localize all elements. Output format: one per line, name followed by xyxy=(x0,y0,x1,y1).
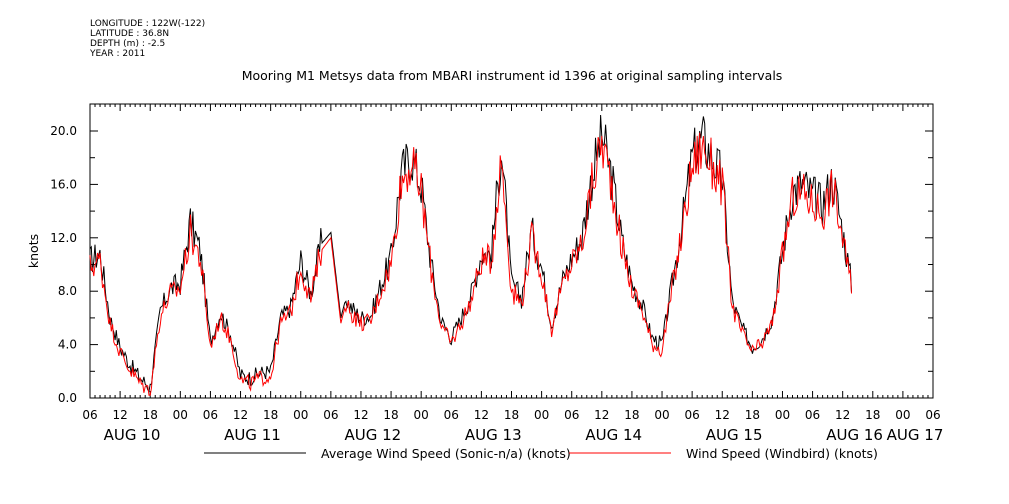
day-label: AUG 12 xyxy=(344,426,401,444)
day-label: AUG 11 xyxy=(224,426,281,444)
x-tick-label: 18 xyxy=(263,408,278,422)
y-tick-label: 8.0 xyxy=(58,284,77,298)
x-tick-label: 18 xyxy=(504,408,519,422)
x-tick-label: 18 xyxy=(865,408,880,422)
y-tick-label: 16.0 xyxy=(50,177,77,191)
x-tick-label: 12 xyxy=(233,408,248,422)
x-tick-label: 00 xyxy=(895,408,910,422)
series-line-sonic xyxy=(89,114,852,393)
day-label: AUG 13 xyxy=(465,426,522,444)
legend-label-windbird: Wind Speed (Windbird) (knots) xyxy=(686,446,878,461)
plot-frame xyxy=(89,103,934,399)
metadata-block: LONGITUDE : 122W(-122) LATITUDE : 36.8N … xyxy=(90,19,205,59)
x-tick-label: 12 xyxy=(112,408,127,422)
x-tick-label: 12 xyxy=(835,408,850,422)
day-label: AUG 16 xyxy=(826,426,883,444)
legend-label-sonic: Average Wind Speed (Sonic-n/a) (knots) xyxy=(321,446,571,461)
x-tick-label: 00 xyxy=(534,408,549,422)
x-tick-label: 06 xyxy=(564,408,579,422)
longitude-label: LONGITUDE : 122W(-122) xyxy=(90,19,206,29)
x-tick-label: 00 xyxy=(414,408,429,422)
x-tick-label: 00 xyxy=(173,408,188,422)
x-tick-label: 00 xyxy=(775,408,790,422)
x-tick-label: 12 xyxy=(715,408,730,422)
x-tick-label: 06 xyxy=(323,408,338,422)
x-tick-label: 12 xyxy=(353,408,368,422)
x-tick-label: 00 xyxy=(654,408,669,422)
x-tick-label: 06 xyxy=(805,408,820,422)
day-label: AUG 10 xyxy=(104,426,161,444)
latitude-label: LATITUDE : 36.8N xyxy=(90,29,170,39)
x-tick-label: 06 xyxy=(82,408,97,422)
day-label: AUG 15 xyxy=(706,426,763,444)
x-tick-label: 06 xyxy=(203,408,218,422)
x-tick-label: 18 xyxy=(745,408,760,422)
day-label: AUG 17 xyxy=(887,426,944,444)
y-tick-label: 20.0 xyxy=(50,124,77,138)
x-tick-label: 06 xyxy=(685,408,700,422)
y-tick-label: 4.0 xyxy=(58,338,77,352)
x-tick-label: 06 xyxy=(444,408,459,422)
y-axis: 0.0 4.0 8.0 12.0 16.0 20.0 xyxy=(50,124,933,405)
x-tick-label: 12 xyxy=(594,408,609,422)
x-axis: 06 12 18 00 06 12 18 00 06 12 18 00 06 12 18 00 06 12 18 00… xyxy=(82,104,943,444)
y-tick-label: 12.0 xyxy=(50,231,77,245)
x-tick-label: 18 xyxy=(383,408,398,422)
series-line-windbird xyxy=(89,132,852,396)
legend: Average Wind Speed (Sonic-n/a) (knots) W… xyxy=(204,446,878,461)
y-tick-label: 0.0 xyxy=(58,391,77,405)
x-tick-label: 06 xyxy=(925,408,940,422)
x-tick-label: 00 xyxy=(293,408,308,422)
x-tick-label: 18 xyxy=(143,408,158,422)
x-tick-label: 12 xyxy=(474,408,489,422)
day-label: AUG 14 xyxy=(585,426,642,444)
series-layer xyxy=(89,114,852,396)
y-axis-label: knots xyxy=(26,234,41,268)
year-label: YEAR : 2011 xyxy=(90,49,146,59)
depth-label: DEPTH (m) : -2.5 xyxy=(90,39,166,49)
x-tick-label: 18 xyxy=(624,408,639,422)
chart-title: Mooring M1 Metsys data from MBARI instru… xyxy=(242,68,783,83)
